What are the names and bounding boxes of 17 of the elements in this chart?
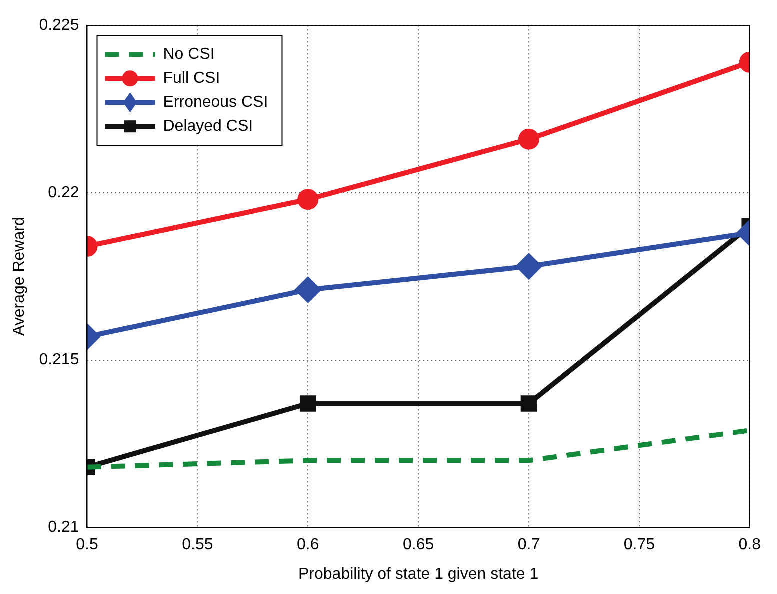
x-tick-label: 0.5 [76,536,98,554]
legend-label: Erroneous CSI [163,94,268,112]
x-tick-label: 0.8 [738,536,762,554]
legend-label: No CSI [163,46,215,64]
x-tick-label: 0.75 [624,536,656,554]
x-axis-title: Probability of state 1 given state 1 [298,566,539,583]
x-tick-label: 0.65 [402,536,434,554]
y-tick-label: 0.22 [48,184,80,202]
x-tick-label: 0.6 [296,536,320,554]
x-tick-label: 0.7 [518,536,540,554]
legend-label: Full CSI [163,70,220,88]
y-tick-label: 0.21 [48,519,80,536]
legend-label: Delayed CSI [163,118,254,136]
y-tick-label: 0.225 [39,17,80,34]
y-axis-title: Average Reward [11,217,28,336]
y-tick-label: 0.215 [39,352,80,369]
x-tick-label: 0.55 [182,536,214,554]
